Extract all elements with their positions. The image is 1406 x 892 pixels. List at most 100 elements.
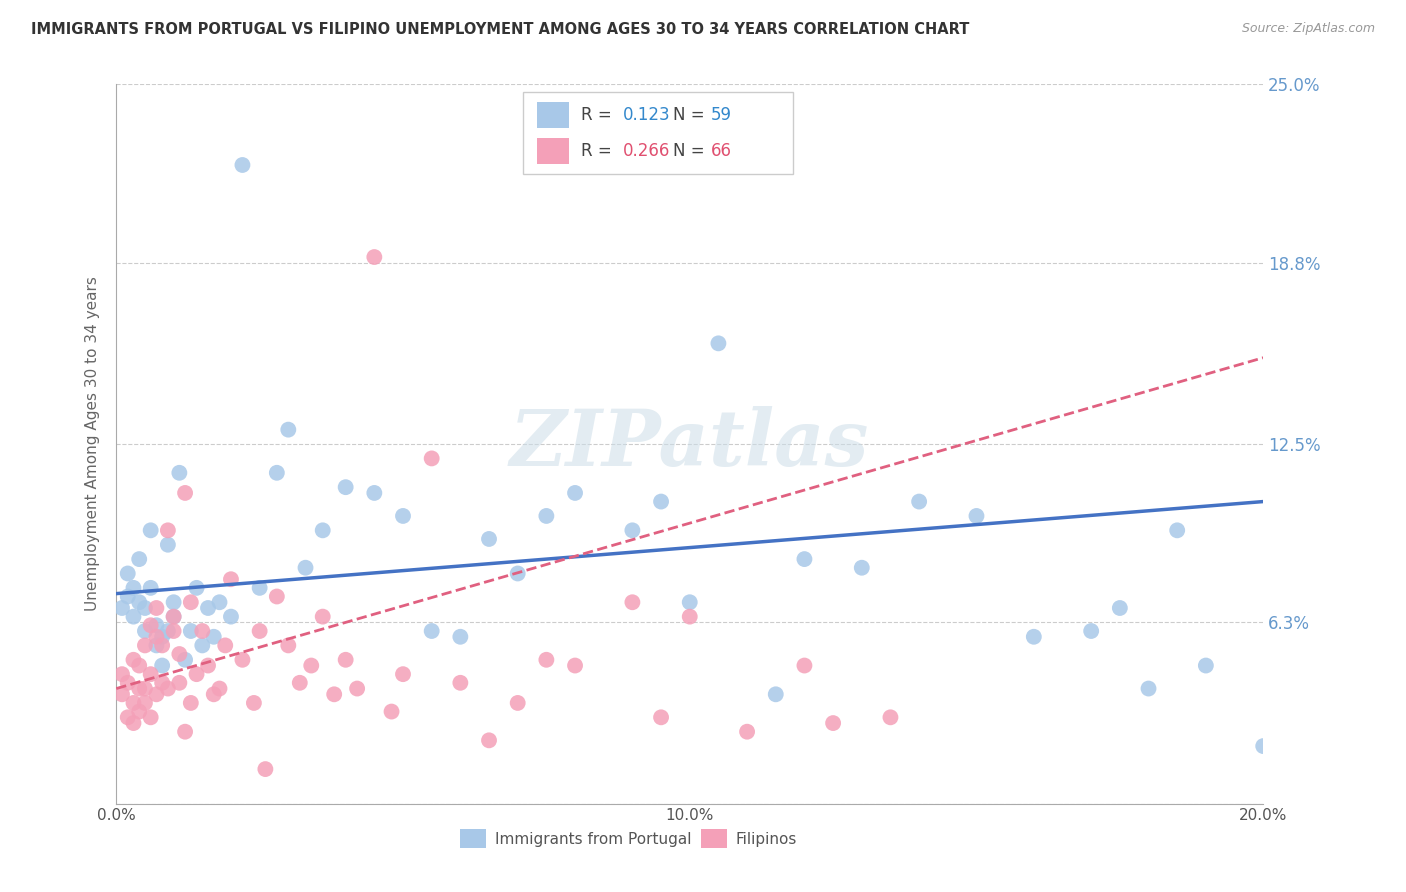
Point (254, 762, 277, 776)
Point (335, 653, 357, 667)
Point (180, 696, 202, 710)
Point (1080, 624, 1102, 638)
Point (449, 675, 471, 690)
Point (139, 667, 162, 681)
Point (186, 667, 208, 681)
Text: 59: 59 (710, 106, 731, 124)
Point (294, 560, 316, 574)
Point (202, 630, 225, 644)
Point (134, 624, 156, 638)
Point (219, 609, 242, 624)
Point (111, 601, 134, 615)
Point (180, 595, 202, 609)
Point (169, 675, 191, 690)
Point (111, 667, 134, 681)
Point (139, 618, 162, 632)
Point (117, 566, 139, 581)
Point (335, 480, 357, 494)
Point (169, 647, 191, 661)
Point (150, 630, 173, 644)
Point (202, 687, 225, 701)
Point (162, 609, 184, 624)
Text: R =: R = (581, 142, 617, 161)
Point (277, 423, 299, 437)
Point (266, 590, 288, 604)
Point (128, 658, 150, 673)
Y-axis label: Unemployment Among Ages 30 to 34 years: Unemployment Among Ages 30 to 34 years (86, 277, 100, 612)
Point (249, 581, 271, 595)
Point (150, 675, 173, 690)
Point (277, 639, 299, 653)
Point (150, 639, 173, 653)
Point (231, 158, 253, 172)
Point (169, 466, 191, 480)
Point (128, 705, 150, 719)
Point (156, 538, 179, 552)
Point (1195, 658, 1218, 673)
Point (174, 486, 197, 500)
Point (1137, 681, 1160, 696)
Point (650, 710, 672, 724)
Point (793, 552, 815, 566)
Point (1108, 601, 1130, 615)
Point (478, 532, 501, 546)
Point (621, 595, 644, 609)
Point (139, 581, 162, 595)
Point (122, 609, 145, 624)
Point (449, 630, 471, 644)
Point (879, 710, 901, 724)
Point (145, 639, 167, 653)
Point (208, 595, 231, 609)
Point (249, 624, 271, 638)
Point (145, 601, 167, 615)
Point (392, 508, 415, 523)
Point (197, 658, 219, 673)
Point (650, 494, 672, 508)
Point (139, 710, 162, 724)
Point (299, 658, 322, 673)
Point (506, 566, 529, 581)
Point (323, 687, 346, 701)
Point (735, 724, 758, 739)
Text: ZIPatlas: ZIPatlas (510, 406, 869, 483)
Point (162, 595, 184, 609)
Point (191, 639, 214, 653)
Point (128, 552, 150, 566)
Text: 0.266: 0.266 (623, 142, 671, 161)
Text: N =: N = (672, 142, 710, 161)
Text: Immigrants from Portugal: Immigrants from Portugal (495, 832, 692, 847)
Point (363, 250, 385, 264)
Point (312, 524, 335, 538)
Point (536, 508, 558, 523)
Point (380, 705, 402, 719)
Point (679, 609, 702, 624)
Point (117, 710, 139, 724)
Point (231, 653, 253, 667)
Point (288, 675, 311, 690)
Point (156, 681, 179, 696)
Point (122, 716, 145, 731)
Point (174, 653, 197, 667)
Text: N =: N = (672, 106, 710, 124)
Point (139, 524, 162, 538)
Point (564, 486, 586, 500)
Point (392, 667, 415, 681)
Point (536, 653, 558, 667)
Point (420, 451, 443, 466)
Text: Filipinos: Filipinos (735, 832, 797, 847)
Point (679, 595, 702, 609)
Point (156, 524, 179, 538)
Point (134, 681, 156, 696)
Point (145, 687, 167, 701)
Point (150, 658, 173, 673)
FancyBboxPatch shape (523, 92, 793, 174)
Point (214, 639, 236, 653)
Point (208, 681, 231, 696)
Point (197, 601, 219, 615)
Point (186, 581, 208, 595)
Point (564, 658, 586, 673)
Point (162, 609, 184, 624)
Point (478, 733, 501, 747)
Point (219, 572, 242, 586)
Point (134, 601, 156, 615)
